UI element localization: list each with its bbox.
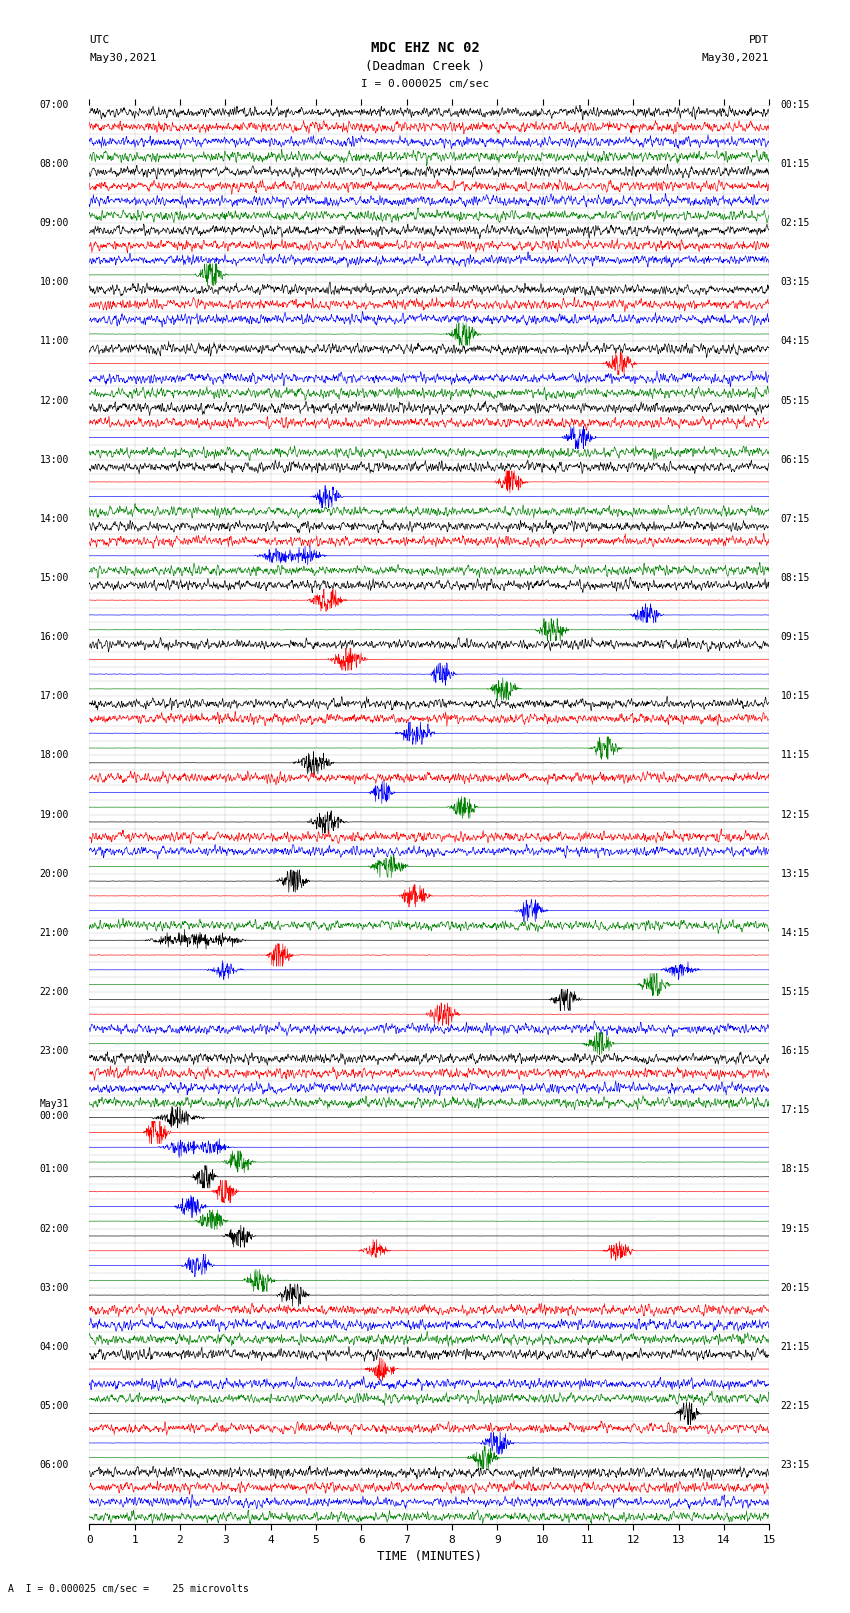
Text: 04:15: 04:15 bbox=[780, 337, 810, 347]
Text: 12:00: 12:00 bbox=[39, 395, 69, 405]
Text: 02:00: 02:00 bbox=[39, 1224, 69, 1234]
Text: 14:00: 14:00 bbox=[39, 515, 69, 524]
Text: 00:15: 00:15 bbox=[780, 100, 810, 110]
Text: 03:00: 03:00 bbox=[39, 1282, 69, 1292]
Text: 04:00: 04:00 bbox=[39, 1342, 69, 1352]
Text: 09:15: 09:15 bbox=[780, 632, 810, 642]
Text: UTC: UTC bbox=[89, 35, 110, 45]
Text: 14:15: 14:15 bbox=[780, 927, 810, 937]
Text: 10:00: 10:00 bbox=[39, 277, 69, 287]
Text: 10:15: 10:15 bbox=[780, 692, 810, 702]
Text: PDT: PDT bbox=[749, 35, 769, 45]
Text: 20:15: 20:15 bbox=[780, 1282, 810, 1292]
Text: 16:15: 16:15 bbox=[780, 1047, 810, 1057]
Text: 09:00: 09:00 bbox=[39, 218, 69, 227]
Text: 18:15: 18:15 bbox=[780, 1165, 810, 1174]
Text: 15:00: 15:00 bbox=[39, 573, 69, 582]
Text: 13:00: 13:00 bbox=[39, 455, 69, 465]
Text: 22:00: 22:00 bbox=[39, 987, 69, 997]
X-axis label: TIME (MINUTES): TIME (MINUTES) bbox=[377, 1550, 482, 1563]
Text: 17:15: 17:15 bbox=[780, 1105, 810, 1115]
Text: 01:00: 01:00 bbox=[39, 1165, 69, 1174]
Text: 21:15: 21:15 bbox=[780, 1342, 810, 1352]
Text: 11:15: 11:15 bbox=[780, 750, 810, 760]
Text: 08:15: 08:15 bbox=[780, 573, 810, 582]
Text: 23:15: 23:15 bbox=[780, 1460, 810, 1469]
Text: I = 0.000025 cm/sec: I = 0.000025 cm/sec bbox=[361, 79, 489, 89]
Text: 02:15: 02:15 bbox=[780, 218, 810, 227]
Text: 08:00: 08:00 bbox=[39, 160, 69, 169]
Text: 19:00: 19:00 bbox=[39, 810, 69, 819]
Text: May30,2021: May30,2021 bbox=[702, 53, 769, 63]
Text: 16:00: 16:00 bbox=[39, 632, 69, 642]
Text: 21:00: 21:00 bbox=[39, 927, 69, 937]
Text: A  I = 0.000025 cm/sec =    25 microvolts: A I = 0.000025 cm/sec = 25 microvolts bbox=[8, 1584, 249, 1594]
Text: 12:15: 12:15 bbox=[780, 810, 810, 819]
Text: 07:15: 07:15 bbox=[780, 515, 810, 524]
Text: 13:15: 13:15 bbox=[780, 869, 810, 879]
Text: MDC EHZ NC 02: MDC EHZ NC 02 bbox=[371, 42, 479, 55]
Text: 20:00: 20:00 bbox=[39, 869, 69, 879]
Text: May30,2021: May30,2021 bbox=[89, 53, 156, 63]
Text: 06:00: 06:00 bbox=[39, 1460, 69, 1469]
Text: 22:15: 22:15 bbox=[780, 1402, 810, 1411]
Text: 05:15: 05:15 bbox=[780, 395, 810, 405]
Text: 19:15: 19:15 bbox=[780, 1224, 810, 1234]
Text: 11:00: 11:00 bbox=[39, 337, 69, 347]
Text: 07:00: 07:00 bbox=[39, 100, 69, 110]
Text: 03:15: 03:15 bbox=[780, 277, 810, 287]
Text: 01:15: 01:15 bbox=[780, 160, 810, 169]
Text: 18:00: 18:00 bbox=[39, 750, 69, 760]
Text: 15:15: 15:15 bbox=[780, 987, 810, 997]
Text: 23:00: 23:00 bbox=[39, 1047, 69, 1057]
Text: May31
00:00: May31 00:00 bbox=[39, 1100, 69, 1121]
Text: 06:15: 06:15 bbox=[780, 455, 810, 465]
Text: 05:00: 05:00 bbox=[39, 1402, 69, 1411]
Text: (Deadman Creek ): (Deadman Creek ) bbox=[365, 60, 485, 73]
Text: 17:00: 17:00 bbox=[39, 692, 69, 702]
